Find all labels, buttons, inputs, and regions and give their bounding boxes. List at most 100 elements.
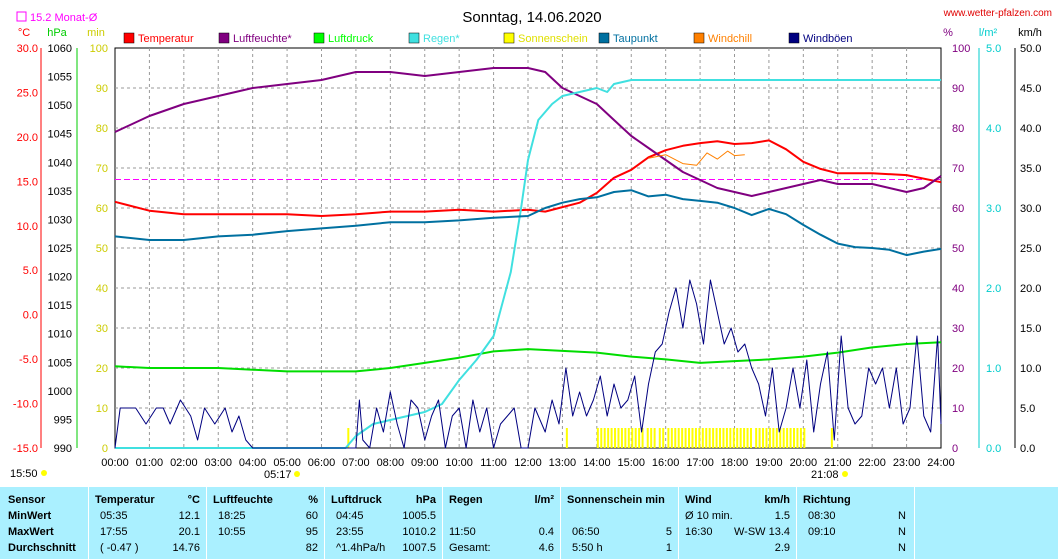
chart-grid bbox=[114, 47, 942, 449]
wind-tick-label: 40.0 bbox=[1020, 123, 1041, 135]
sun-tick-label: 40 bbox=[96, 283, 108, 295]
sunshine-bar bbox=[803, 428, 806, 448]
pressure-tick-label: 1060 bbox=[48, 43, 72, 55]
wind-unit-label: km/h bbox=[1018, 27, 1042, 39]
legend-label: Temperatur bbox=[138, 33, 194, 45]
stat-wind-t: 16:30 bbox=[685, 526, 713, 538]
pressure-tick-label: 1030 bbox=[48, 214, 72, 226]
stat-rain-t: Gesamt: bbox=[449, 542, 491, 554]
sunshine-bar bbox=[705, 428, 708, 448]
pressure-unit-label: hPa bbox=[47, 27, 67, 39]
sunshine-bar bbox=[729, 428, 732, 448]
sunshine-bar bbox=[617, 428, 620, 448]
sunshine-bar bbox=[708, 428, 711, 448]
x-tick-label: 19:00 bbox=[755, 457, 783, 469]
sun-tick-label: 80 bbox=[96, 123, 108, 135]
stat-hum-v: 60 bbox=[305, 510, 318, 522]
sunshine-bar bbox=[768, 428, 771, 448]
sunshine-bar bbox=[677, 428, 680, 448]
chart-marks bbox=[114, 67, 942, 449]
legend-swatch bbox=[788, 32, 800, 44]
rain-tick-label: 2.0 bbox=[986, 283, 1001, 295]
header-humidity-unit: % bbox=[308, 494, 318, 506]
chart-axes: 00:00 01:00 02:00 03:00 04:00 05:00 06:00 07:00… bbox=[13, 27, 1042, 469]
header-direction: Richtung bbox=[803, 494, 851, 506]
sun-tick-label: 90 bbox=[96, 83, 108, 95]
pressure-tick-label: 1010 bbox=[48, 329, 72, 341]
x-tick-label: 13:00 bbox=[549, 457, 577, 469]
sunshine-bar bbox=[762, 428, 765, 448]
series-line-1 bbox=[114, 67, 942, 197]
stat-temp-t: ( -0.47 ) bbox=[100, 542, 139, 554]
wind-tick-label: 50.0 bbox=[1020, 43, 1041, 55]
stat-temp-v: 14.76 bbox=[172, 542, 200, 554]
sunshine-bar bbox=[772, 428, 775, 448]
sunshine-bar bbox=[627, 428, 630, 448]
x-tick-label: 15:00 bbox=[617, 457, 645, 469]
sun-tick-label: 10 bbox=[96, 403, 108, 415]
sun-tick-label: 0 bbox=[102, 443, 108, 455]
sunshine-bar bbox=[634, 428, 637, 448]
rain-tick-label: 5.0 bbox=[986, 43, 1001, 55]
x-tick-label: 18:00 bbox=[721, 457, 749, 469]
sunshine-bar bbox=[799, 428, 802, 448]
stat-sun-t: 06:50 bbox=[572, 526, 600, 538]
sunshine-bar bbox=[701, 428, 704, 448]
sunshine-bar bbox=[715, 428, 718, 448]
rain-tick-label: 0.0 bbox=[986, 443, 1001, 455]
humidity-tick-label: 90 bbox=[952, 83, 964, 95]
sunshine-bar bbox=[725, 428, 728, 448]
legend-label: Luftfeuchte* bbox=[233, 33, 292, 45]
weather-chart: 00:00 01:00 02:00 03:00 04:00 05:00 06:00 07:00… bbox=[10, 8, 1052, 481]
humidity-tick-label: 60 bbox=[952, 203, 964, 215]
humidity-unit-label: % bbox=[943, 27, 953, 39]
humidity-tick-label: 80 bbox=[952, 123, 964, 135]
sunshine-bar bbox=[603, 428, 606, 448]
sunshine-bar bbox=[758, 428, 761, 448]
stat-rain-v: 4.6 bbox=[538, 542, 554, 554]
sunshine-bar bbox=[736, 428, 739, 448]
x-tick-label: 20:00 bbox=[790, 457, 818, 469]
sunshine-bar bbox=[667, 428, 670, 448]
sunshine-bar bbox=[684, 428, 687, 448]
x-tick-label: 14:00 bbox=[583, 457, 611, 469]
sunshine-bar bbox=[631, 428, 634, 448]
sunshine-bar bbox=[610, 428, 613, 448]
humidity-tick-label: 100 bbox=[952, 43, 970, 55]
stat-sun-v: 1 bbox=[665, 542, 672, 554]
pressure-tick-label: 1050 bbox=[48, 100, 72, 112]
stat-wind-v: W-SW 13.4 bbox=[733, 526, 790, 538]
x-tick-label: 22:00 bbox=[858, 457, 886, 469]
sunshine-bar bbox=[743, 428, 746, 448]
sunshine-bar bbox=[694, 428, 697, 448]
sunshine-bar bbox=[596, 428, 599, 448]
sun-tick-label: 50 bbox=[96, 243, 108, 255]
sunshine-bar bbox=[739, 428, 742, 448]
sunshine-bar bbox=[698, 428, 701, 448]
x-tick-label: 23:00 bbox=[893, 457, 921, 469]
sunshine-bar bbox=[755, 428, 758, 448]
header-rain-unit: l/m² bbox=[534, 494, 554, 506]
stat-rain-v: 0.4 bbox=[538, 526, 554, 538]
sunshine-bar bbox=[624, 428, 627, 448]
sunshine-bar bbox=[674, 428, 677, 448]
pressure-tick-label: 1025 bbox=[48, 243, 72, 255]
wind-tick-label: 45.0 bbox=[1020, 83, 1041, 95]
statistics-panel: Sensor Temperatur °C Luftfeuchte % Luftd… bbox=[0, 487, 1058, 559]
sunshine-bar bbox=[688, 428, 691, 448]
stat-rain-t: 11:50 bbox=[449, 526, 476, 538]
month-avg-label: 15.2 Monat-Ø bbox=[30, 12, 98, 24]
legend-swatch bbox=[408, 32, 420, 44]
wind-tick-label: 0.0 bbox=[1020, 443, 1035, 455]
x-tick-label: 06:00 bbox=[308, 457, 336, 469]
sunshine-bar bbox=[670, 428, 673, 448]
x-tick-label: 03:00 bbox=[204, 457, 232, 469]
chart-title: Sonntag, 14.06.2020 bbox=[462, 9, 601, 26]
legend-swatch bbox=[123, 32, 135, 44]
sunshine-bar bbox=[786, 428, 789, 448]
sun-tick-label: 100 bbox=[90, 43, 108, 55]
stat-dir-t: 09:10 bbox=[808, 526, 836, 538]
wind-tick-label: 25.0 bbox=[1020, 243, 1041, 255]
sunshine-bar bbox=[662, 428, 665, 448]
stat-temp-t: 05:35 bbox=[100, 510, 128, 522]
